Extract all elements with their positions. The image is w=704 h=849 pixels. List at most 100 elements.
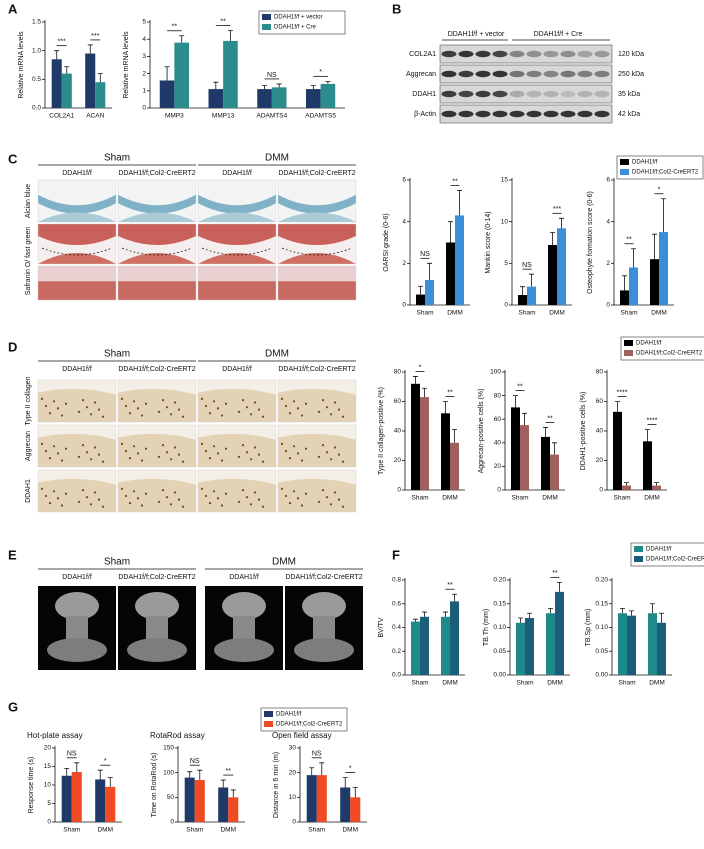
panel-letter: F [392, 547, 400, 562]
error-bar [54, 50, 60, 60]
y-tick-label: 60 [494, 416, 502, 423]
x-tick-label: Sham [412, 680, 429, 687]
bar [518, 295, 527, 305]
cell [284, 404, 288, 408]
bar [340, 787, 351, 822]
y-tick-label: 20 [289, 769, 297, 776]
significance: ** [517, 383, 523, 390]
cell [44, 449, 48, 453]
y-tick-label: 4 [142, 36, 146, 43]
bone [135, 592, 179, 620]
tissue [278, 194, 356, 214]
bone [55, 592, 99, 620]
x-tick-label: Sham [63, 827, 80, 834]
cell [317, 455, 321, 458]
tissue [198, 194, 276, 214]
error-bar [622, 275, 627, 291]
significance: * [319, 69, 322, 76]
significance: ** [447, 389, 453, 396]
chart-title: Hot-plate assay [27, 731, 83, 740]
micrograph-border [117, 223, 197, 265]
legend-swatch [634, 546, 643, 552]
error-bar [230, 789, 236, 798]
blot-band [594, 50, 610, 58]
error-bar [552, 442, 557, 455]
blot-size: 35 kDa [618, 91, 640, 98]
panel-letter: G [8, 699, 18, 714]
y-tick-label: 100 [163, 769, 174, 776]
blot-strip [439, 104, 613, 124]
x-tick-label: DMM [542, 495, 558, 502]
y-axis-label: Relative mRNA levels [123, 31, 130, 99]
x-tick-label: DMM [547, 680, 563, 687]
error-bar [452, 593, 457, 602]
cell [173, 491, 177, 494]
y-tick-label: 0.20 [595, 577, 608, 584]
cell [341, 505, 345, 508]
cell [224, 492, 228, 495]
blot-band [526, 110, 542, 118]
bar [650, 259, 659, 305]
significance: * [419, 364, 422, 371]
error-bar [179, 35, 185, 43]
bar [613, 411, 622, 490]
x-tick-label: DMM [220, 827, 236, 834]
cell [85, 451, 89, 454]
cell [136, 452, 140, 455]
tissue [278, 212, 356, 222]
cell [101, 505, 105, 508]
x-tick-label: DMM [442, 680, 458, 687]
cell [132, 400, 136, 403]
bar [320, 83, 336, 108]
cell [237, 500, 241, 503]
tissue [198, 212, 276, 222]
tissue [198, 478, 276, 512]
legend-box [258, 10, 346, 35]
blot-size: 250 kDa [618, 71, 644, 78]
significance: NS [67, 751, 77, 758]
bar [85, 53, 96, 108]
chart-title: RotaRod assay [150, 731, 205, 740]
y-axis-label: Time on RotaRod (s) [151, 753, 158, 818]
y-tick-label: 0.20 [493, 577, 506, 584]
bone [233, 616, 255, 642]
bone [294, 638, 354, 662]
cell [64, 447, 68, 450]
blot-size: 42 kDa [618, 111, 640, 118]
blot-band [441, 50, 457, 58]
y-tick-label: 15 [501, 177, 509, 184]
cell [200, 442, 204, 445]
significance: ** [172, 24, 178, 31]
x-tick-label: Sham [621, 310, 638, 317]
blot-band [594, 110, 610, 118]
y-tick-label: 2 [606, 260, 610, 267]
bar [441, 616, 450, 675]
cell [249, 503, 253, 506]
blot-band [475, 90, 491, 98]
group-label: DMM [265, 349, 289, 360]
bar [228, 797, 239, 822]
bar [420, 616, 429, 675]
legend-label: DDAH1f/f [636, 341, 662, 347]
cell [300, 459, 304, 462]
legend-swatch [264, 711, 273, 717]
micrograph-border [117, 179, 197, 223]
error-bar [227, 30, 233, 41]
cell [261, 505, 265, 508]
y-tick-label: 0 [292, 819, 296, 826]
x-tick-label: DMM [644, 495, 660, 502]
cell [120, 442, 124, 445]
row-label: DDAH1 [25, 479, 32, 503]
group-label: DMM [272, 557, 296, 568]
bar [548, 245, 557, 305]
cell [261, 415, 265, 418]
x-tick-label: ACAN [86, 113, 104, 120]
micrograph-border [117, 379, 197, 423]
micrograph-border [117, 424, 197, 468]
legend-swatch [624, 350, 633, 356]
cell [288, 412, 292, 415]
cell [220, 504, 224, 507]
bone [222, 592, 266, 620]
chart-title: Open field assay [272, 731, 332, 740]
legend-swatch [634, 556, 643, 562]
